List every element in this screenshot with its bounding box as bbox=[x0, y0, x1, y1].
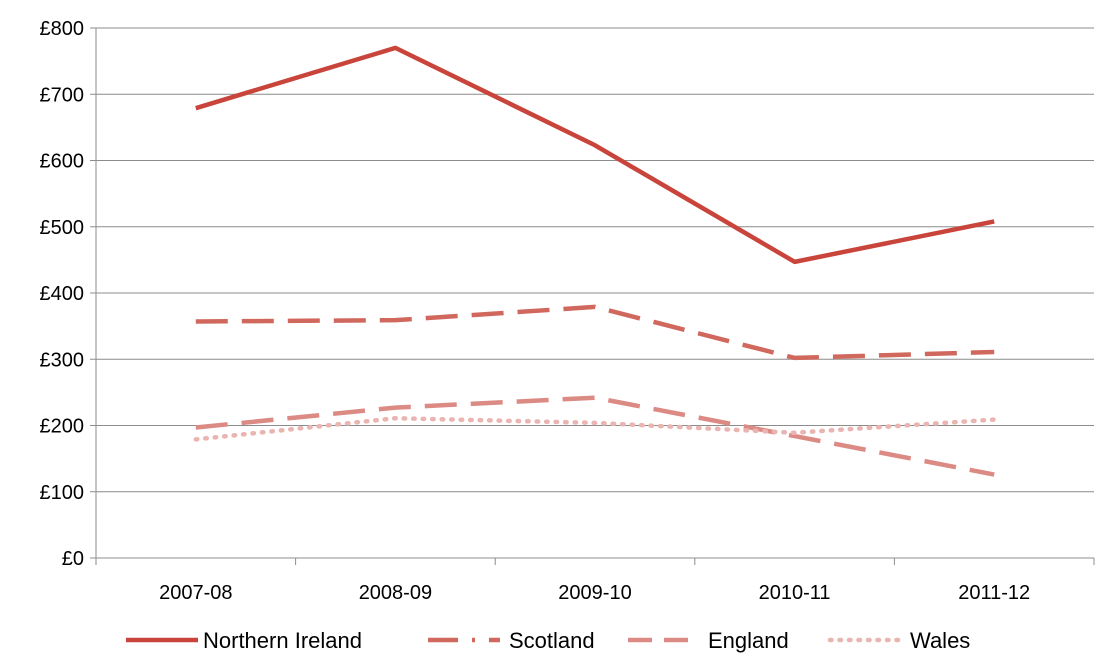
legend-label: Northern Ireland bbox=[203, 628, 362, 653]
y-tick-label: £700 bbox=[40, 84, 85, 106]
x-tick-label: 2011-12 bbox=[958, 582, 1030, 604]
x-axis-tick-labels: 2007-08 2008-09 2009-10 2010-11 2011-12 bbox=[159, 582, 1030, 604]
y-tick-label: £800 bbox=[40, 18, 85, 40]
series-line-northern-ireland bbox=[195, 45, 995, 265]
gridlines bbox=[96, 27, 1094, 493]
legend-label: England bbox=[708, 628, 789, 653]
y-axis-tick-labels: £0 £100 £200 £300 £400 £500 £600 £700 £800 bbox=[40, 18, 85, 570]
y-tick-label: £100 bbox=[40, 482, 85, 504]
series-lines bbox=[193, 45, 997, 477]
y-tick-label: £0 bbox=[62, 548, 84, 570]
x-tick-label: 2010-11 bbox=[759, 582, 831, 604]
x-tick-label: 2007-08 bbox=[159, 582, 232, 604]
series-line-england bbox=[195, 395, 995, 477]
x-tick-label: 2009-10 bbox=[558, 582, 631, 604]
x-tick-label: 2008-09 bbox=[359, 582, 432, 604]
series-line-scotland bbox=[195, 304, 995, 361]
y-tick-label: £500 bbox=[40, 217, 85, 239]
y-tick-label: £200 bbox=[40, 416, 85, 438]
y-tick-label: £600 bbox=[40, 151, 85, 173]
axes bbox=[90, 27, 1095, 565]
legend-label: Scotland bbox=[509, 628, 595, 653]
y-tick-label: £300 bbox=[40, 349, 85, 371]
y-tick-label: £400 bbox=[40, 283, 85, 305]
legend-label: Wales bbox=[910, 628, 970, 653]
legend: Northern Ireland Scotland England Wales bbox=[126, 628, 970, 653]
series-line-wales bbox=[193, 415, 997, 442]
